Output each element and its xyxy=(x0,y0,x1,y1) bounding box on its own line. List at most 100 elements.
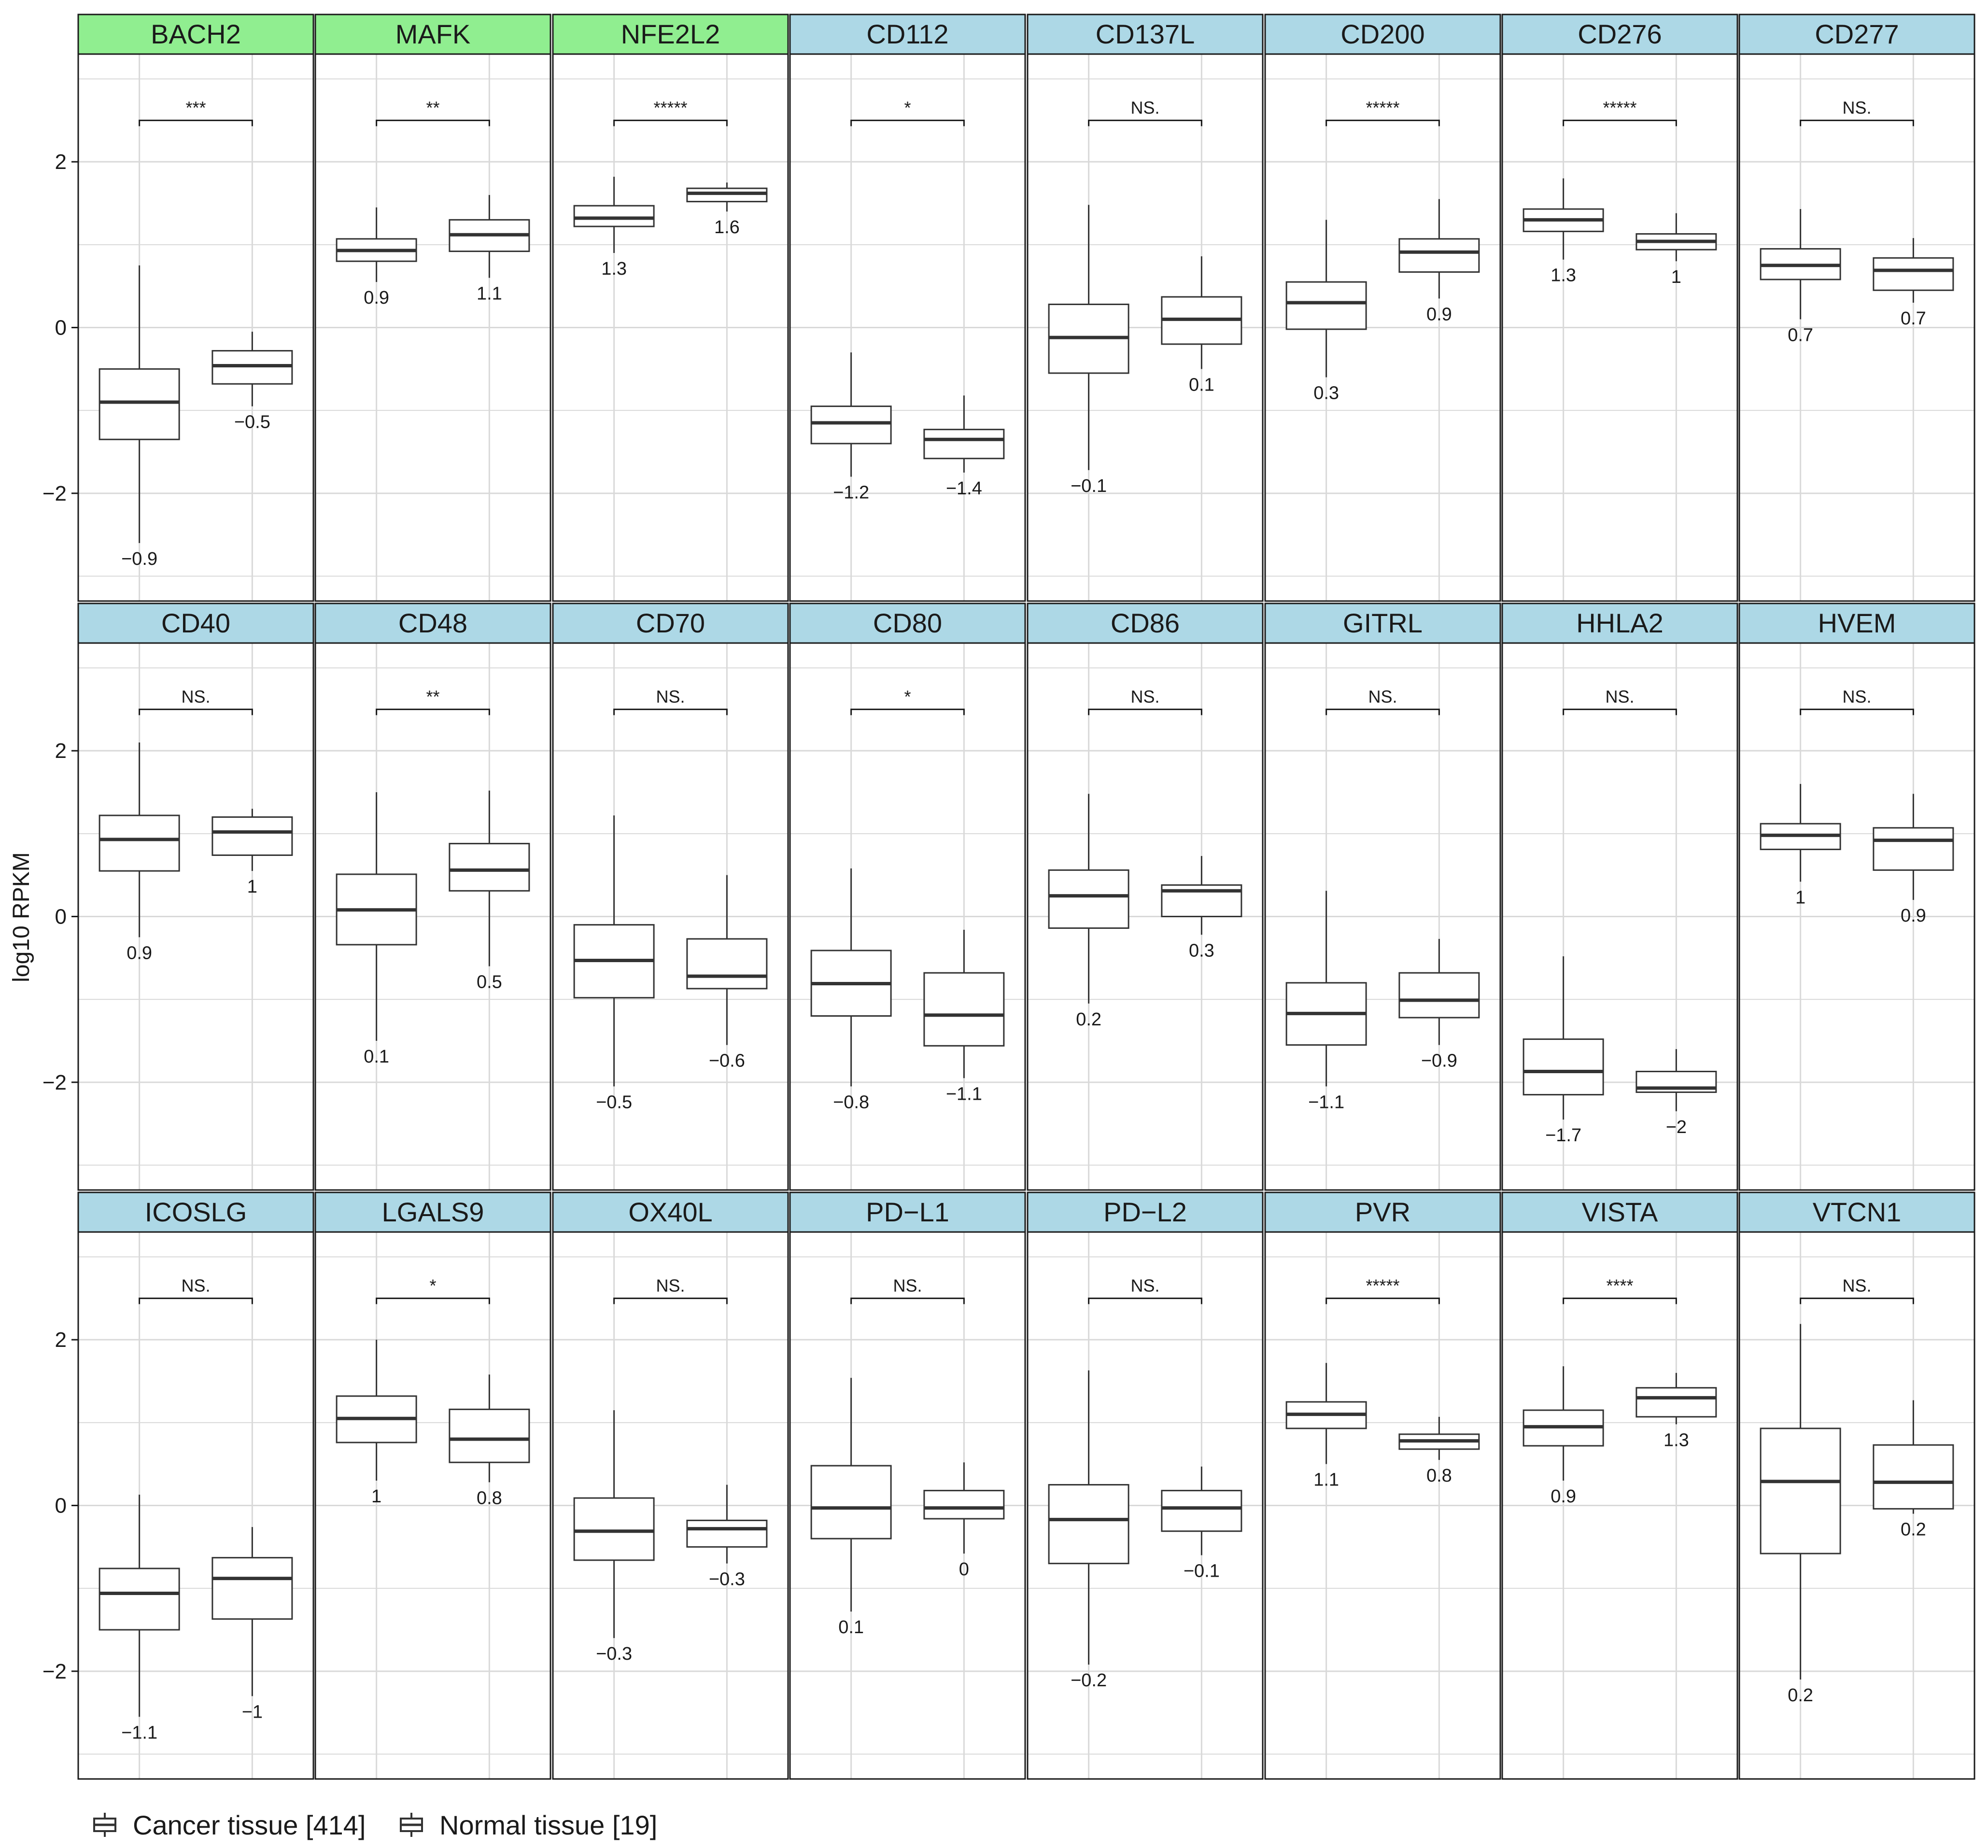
panel-border xyxy=(1501,53,1738,602)
median-label: −0.2 xyxy=(1071,1670,1107,1691)
significance-bracket xyxy=(1563,119,1677,126)
cancer-box: −1.7 xyxy=(1523,956,1604,1146)
median-label: 0.3 xyxy=(1313,383,1339,404)
box-iqr xyxy=(449,842,530,892)
box-iqr xyxy=(1873,257,1954,291)
significance-bracket xyxy=(1800,1297,1914,1304)
facet-strip-label: LGALS9 xyxy=(382,1197,484,1227)
median-label: −0.1 xyxy=(1071,476,1107,496)
facet-strip-label: CD40 xyxy=(161,608,230,638)
facet-panel: LGALS9 1 0.8 * xyxy=(314,1191,551,1780)
facet-strip xyxy=(789,1191,1026,1233)
significance-label: NS. xyxy=(1130,686,1159,706)
facet-panel: CD80 −0.8 −1.1 * xyxy=(789,602,1026,1191)
facet-panel: PD−L2 −0.2 −0.1 NS. xyxy=(1027,1191,1264,1780)
facet-strip-label: MAFK xyxy=(395,19,471,49)
cancer-box: −1.1 xyxy=(99,1495,180,1743)
facet-panel: PVR 1.1 0.8 ***** xyxy=(1264,1191,1501,1780)
box-iqr xyxy=(573,205,655,227)
significance-bracket xyxy=(1563,708,1677,715)
facet-strip-label: BACH2 xyxy=(151,19,241,49)
box-iqr xyxy=(1523,1038,1604,1096)
gridlines xyxy=(315,1232,550,1779)
median-label: −0.3 xyxy=(596,1644,632,1664)
y-tick-label: 2 xyxy=(55,150,67,174)
box-iqr xyxy=(1636,1387,1717,1418)
median-label: 0 xyxy=(959,1559,969,1580)
facet-strip xyxy=(789,14,1026,55)
significance-bracket xyxy=(376,1297,490,1304)
facet-strip-label: CD277 xyxy=(1815,19,1899,49)
gridlines xyxy=(1265,1232,1500,1779)
significance-bracket xyxy=(1088,119,1202,126)
facet-strip-label: VTCN1 xyxy=(1813,1197,1902,1227)
cancer-box: 1 xyxy=(336,1340,417,1507)
facet-strip-label: CD86 xyxy=(1111,608,1180,638)
panel-border xyxy=(789,642,1026,1191)
significance-bracket xyxy=(613,1297,728,1304)
significance-label: * xyxy=(904,686,911,706)
box-iqr xyxy=(99,368,180,440)
significance-bracket xyxy=(613,119,728,126)
significance-label: * xyxy=(429,1275,436,1295)
median-label: 0.1 xyxy=(1189,375,1214,395)
box-iqr xyxy=(211,1557,293,1620)
significance-label: ***** xyxy=(653,98,687,117)
median-label: 0.9 xyxy=(127,943,152,963)
box-iqr xyxy=(923,972,1005,1047)
normal-box: 1.1 xyxy=(449,195,530,304)
normal-box: −0.3 xyxy=(686,1484,768,1590)
median-label: 0.1 xyxy=(364,1047,389,1067)
normal-box: 1.6 xyxy=(686,182,768,238)
median-label: 0.3 xyxy=(1189,940,1214,961)
significance-bracket xyxy=(1563,1297,1677,1304)
significance-label: NS. xyxy=(1842,1275,1871,1295)
significance-label: NS. xyxy=(656,686,685,706)
facet-strip-label: HHLA2 xyxy=(1576,608,1664,638)
significance-bracket xyxy=(139,119,253,126)
significance-bracket xyxy=(376,708,490,715)
cancer-box: 1.3 xyxy=(573,177,655,279)
median-label: 1 xyxy=(1671,267,1681,287)
facet-panel: HVEM 1 0.9 NS. xyxy=(1738,602,1975,1191)
gridlines xyxy=(553,643,788,1190)
gridlines xyxy=(1502,643,1737,1190)
facet-strip-label: CD48 xyxy=(398,608,467,638)
normal-box: −0.5 xyxy=(211,332,293,433)
panel-border xyxy=(1738,1231,1975,1780)
significance-label: NS. xyxy=(1368,686,1397,706)
median-label: 0.2 xyxy=(1901,1520,1926,1540)
significance-label: NS. xyxy=(1842,686,1871,706)
median-label: −1.1 xyxy=(946,1084,982,1104)
panel-border xyxy=(552,1231,789,1780)
gridlines xyxy=(1502,1232,1737,1779)
normal-box: 0 xyxy=(923,1462,1005,1580)
panel-border xyxy=(314,642,551,1191)
legend-label-normal: Normal tissue [19] xyxy=(439,1810,657,1840)
facet-strip-label: CD112 xyxy=(866,19,948,49)
significance-bracket xyxy=(1325,1297,1440,1304)
median-label: −0.9 xyxy=(1421,1051,1457,1071)
significance-bracket xyxy=(376,119,490,126)
normal-box: 0.9 xyxy=(1873,794,1954,926)
normal-box: 1 xyxy=(1636,213,1717,287)
facet-panel: BACH2 −0.9 −0.5 *** −2 0 2 xyxy=(42,14,314,602)
y-tick-label: −2 xyxy=(42,1071,67,1094)
box-iqr xyxy=(1161,1490,1242,1532)
normal-box: 0.3 xyxy=(1161,856,1242,961)
box-iqr xyxy=(449,1408,530,1463)
cancer-box: 0.9 xyxy=(336,207,417,308)
significance-bracket xyxy=(850,708,965,715)
facet-strip xyxy=(1027,1191,1264,1233)
panel-border xyxy=(1501,642,1738,1191)
panel-border xyxy=(1738,642,1975,1191)
facet-strip-label: CD137L xyxy=(1096,19,1195,49)
median-label: −1.7 xyxy=(1545,1125,1581,1146)
facet-panel: MAFK 0.9 1.1 ** xyxy=(314,14,551,602)
median-label: 1.3 xyxy=(601,259,627,279)
gridlines xyxy=(78,54,313,601)
facet-strip xyxy=(1501,602,1738,644)
gridlines xyxy=(1739,643,1974,1190)
normal-box: 1 xyxy=(211,809,293,897)
median-label: 0.9 xyxy=(1426,304,1452,324)
